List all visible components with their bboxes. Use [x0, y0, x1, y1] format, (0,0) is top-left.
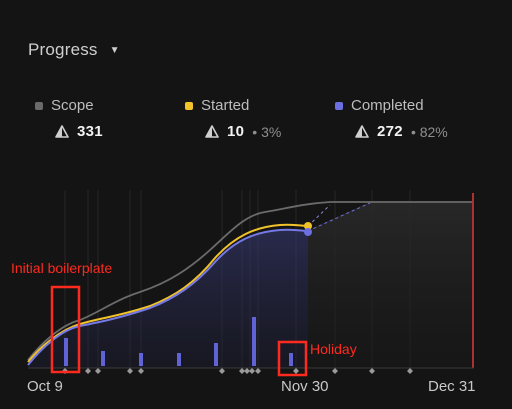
chevron-down-icon[interactable]: ▼	[109, 44, 120, 56]
milestone-diamond	[293, 368, 299, 374]
milestone-diamond	[127, 368, 133, 374]
stat-percent: • 82%	[410, 123, 448, 140]
milestone-diamond	[332, 368, 338, 374]
bar	[214, 343, 218, 366]
scope-legend-dot	[35, 101, 43, 110]
annotation-initial-boilerplate: Initial boilerplate	[11, 260, 112, 276]
milestone-diamond	[369, 368, 375, 374]
milestone-diamond	[249, 368, 255, 374]
completed-line	[27, 228, 309, 366]
annotation-box-holiday	[277, 340, 308, 377]
milestone-diamond	[239, 368, 245, 374]
stat-value: 272	[377, 123, 403, 140]
stat-value: 331	[77, 123, 103, 140]
warning-triangle-icon	[55, 125, 69, 138]
started-projection	[307, 204, 331, 227]
completed-endpoint[interactable]	[304, 228, 312, 236]
bar	[177, 353, 181, 366]
bar	[289, 353, 293, 366]
bar	[101, 351, 105, 366]
milestone-diamond	[255, 368, 261, 374]
stat-value: 10	[227, 123, 245, 140]
stat-label: Started	[201, 97, 250, 114]
bar	[139, 353, 143, 366]
started-endpoint[interactable]	[304, 222, 312, 230]
stat-label: Completed	[351, 97, 424, 114]
stat-started: Started 10 • 3%	[185, 97, 281, 140]
milestone-diamond	[95, 368, 101, 374]
milestone-markers[interactable]	[62, 368, 413, 374]
stat-scope: Scope 331	[35, 97, 103, 140]
x-tick-label-start: Oct 9	[27, 378, 63, 395]
completion-bars	[64, 317, 293, 366]
milestone-diamond	[244, 368, 250, 374]
x-tick-label-mid: Nov 30	[281, 378, 329, 395]
warning-triangle-icon	[355, 125, 369, 138]
stat-percent: • 3%	[252, 123, 282, 140]
bar	[252, 317, 256, 366]
progress-header[interactable]: Progress ▼	[28, 40, 120, 60]
scope-projection-area	[308, 202, 472, 368]
milestone-diamond	[219, 368, 225, 374]
stat-completed: Completed 272 • 82%	[335, 97, 448, 140]
started-line	[27, 223, 309, 363]
completed-projection	[307, 202, 371, 232]
x-tick-label-end: Dec 31	[428, 378, 476, 395]
completed-legend-dot	[335, 101, 343, 110]
milestone-diamond	[85, 368, 91, 374]
scope-line	[27, 201, 472, 361]
milestone-diamond	[138, 368, 144, 374]
completed-area	[28, 229, 308, 368]
milestone-diamond	[407, 368, 413, 374]
stat-label: Scope	[51, 97, 94, 114]
started-legend-dot	[185, 101, 193, 110]
bar	[64, 338, 68, 366]
warning-triangle-icon	[205, 125, 219, 138]
annotation-holiday: Holiday	[310, 341, 357, 357]
page-title: Progress	[28, 40, 98, 59]
annotation-box-initial-boilerplate	[50, 285, 81, 374]
